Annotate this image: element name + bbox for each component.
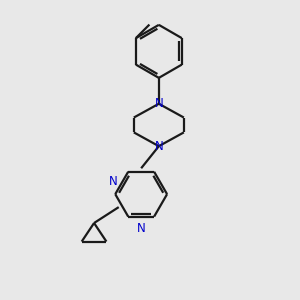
Text: N: N — [109, 175, 117, 188]
Text: N: N — [137, 221, 146, 235]
Text: N: N — [154, 140, 163, 153]
Text: N: N — [154, 97, 163, 110]
